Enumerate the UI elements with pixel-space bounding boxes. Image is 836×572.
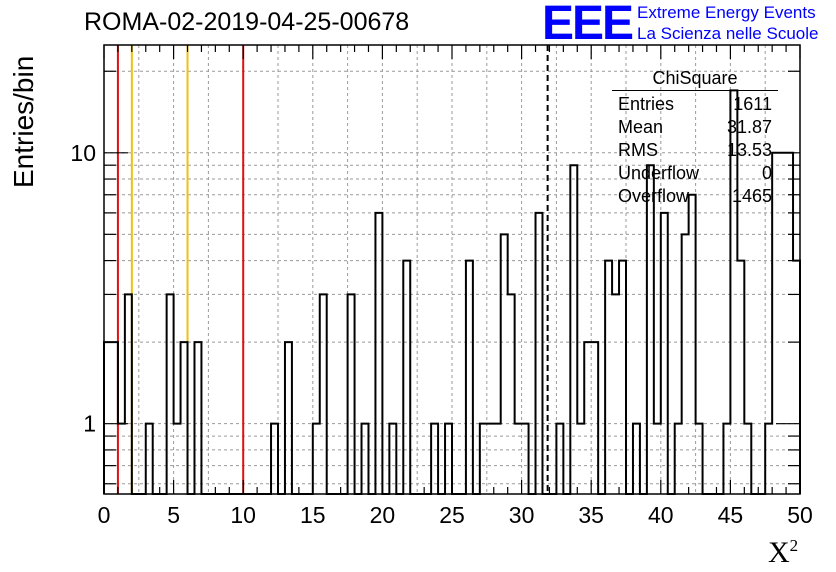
histogram-bin — [348, 294, 355, 494]
stats-title: ChiSquare — [612, 68, 778, 91]
histogram-bin — [786, 153, 793, 494]
histogram-bin — [403, 261, 410, 494]
histogram-bin — [501, 234, 508, 494]
marker-lines — [116, 45, 549, 494]
x-tick-label: 5 — [167, 502, 180, 528]
histogram-bin — [125, 294, 132, 494]
stats-label: RMS — [618, 140, 658, 160]
x-tick-label: 15 — [300, 502, 326, 528]
x-axis-label: X2 — [768, 536, 798, 570]
stats-label: Mean — [618, 117, 664, 137]
logo-caption-line1: Extreme Energy Events — [637, 3, 816, 22]
histogram-bin — [167, 294, 174, 494]
histogram-bin — [104, 342, 111, 494]
histogram-bin — [737, 261, 744, 494]
histogram-bin — [181, 342, 188, 494]
x-tick-label: 10 — [230, 502, 256, 528]
x-tick-label: 25 — [439, 502, 465, 528]
y-tick-label: 1 — [83, 411, 96, 437]
histogram-bin — [194, 342, 201, 494]
histogram-bin — [466, 261, 473, 494]
stats-value: 1611 — [733, 94, 772, 114]
x-tick-label: 45 — [718, 502, 744, 528]
grid-lines — [104, 45, 800, 494]
stats-row-underflow: Underflow 0 — [612, 162, 778, 185]
logo-caption-line2: La Scienza nelle Scuole — [637, 24, 819, 43]
histogram-bin — [536, 213, 543, 494]
histogram-bin — [661, 213, 668, 494]
stats-value: 1465 — [731, 186, 772, 206]
histogram-bin — [779, 153, 786, 494]
x-tick-label: 30 — [509, 502, 535, 528]
x-tick-label: 0 — [98, 502, 111, 528]
logo-caption: Extreme Energy Events La Scienza nelle S… — [637, 2, 818, 44]
x-tick-label: 50 — [787, 502, 813, 528]
stats-value: 0 — [761, 163, 772, 183]
stats-label: Entries — [618, 94, 675, 114]
histogram-bin — [793, 261, 800, 494]
stats-row-overflow: Overflow 1465 — [612, 185, 778, 208]
histogram-bin — [682, 234, 689, 494]
histogram-bin — [612, 294, 619, 494]
histogram-bin — [605, 261, 612, 494]
eee-logo: EEE — [542, 0, 634, 50]
histogram-bin — [320, 294, 327, 494]
histogram-bin — [619, 261, 626, 494]
stats-row-mean: Mean 31.87 — [612, 116, 778, 139]
x-axis-label-base: X — [768, 536, 790, 569]
x-tick-label: 20 — [370, 502, 396, 528]
histogram-bin — [111, 342, 118, 494]
stats-row-entries: Entries 1611 — [612, 93, 778, 116]
stats-box: ChiSquare Entries 1611 Mean 31.87 RMS 13… — [612, 68, 778, 208]
x-axis-ticks: 0 5 10 15 20 25 30 35 40 45 50 — [98, 45, 813, 528]
stats-label: Underflow — [618, 163, 700, 183]
histogram-bin — [508, 294, 515, 494]
histogram-bin — [570, 165, 577, 494]
x-tick-label: 35 — [578, 502, 604, 528]
stats-row-rms: RMS 13.53 — [612, 139, 778, 162]
stats-value: 13.53 — [726, 140, 772, 160]
histogram-bin — [285, 342, 292, 494]
y-axis-ticks: 1 10 — [70, 70, 800, 485]
y-tick-label: 10 — [70, 140, 96, 166]
histogram-bin — [647, 165, 654, 494]
y-axis-label: Entries/bin — [8, 55, 39, 188]
x-tick-label: 40 — [648, 502, 674, 528]
histogram-bin — [591, 342, 598, 494]
stats-label: Overflow — [618, 186, 690, 206]
chart-title: ROMA-02-2019-04-25-00678 — [84, 8, 410, 36]
x-axis-label-sup: 2 — [789, 536, 799, 555]
stats-value: 31.87 — [726, 117, 772, 137]
histogram-bin — [375, 213, 382, 494]
histogram-bin — [584, 342, 591, 494]
histogram-bin — [689, 195, 696, 494]
